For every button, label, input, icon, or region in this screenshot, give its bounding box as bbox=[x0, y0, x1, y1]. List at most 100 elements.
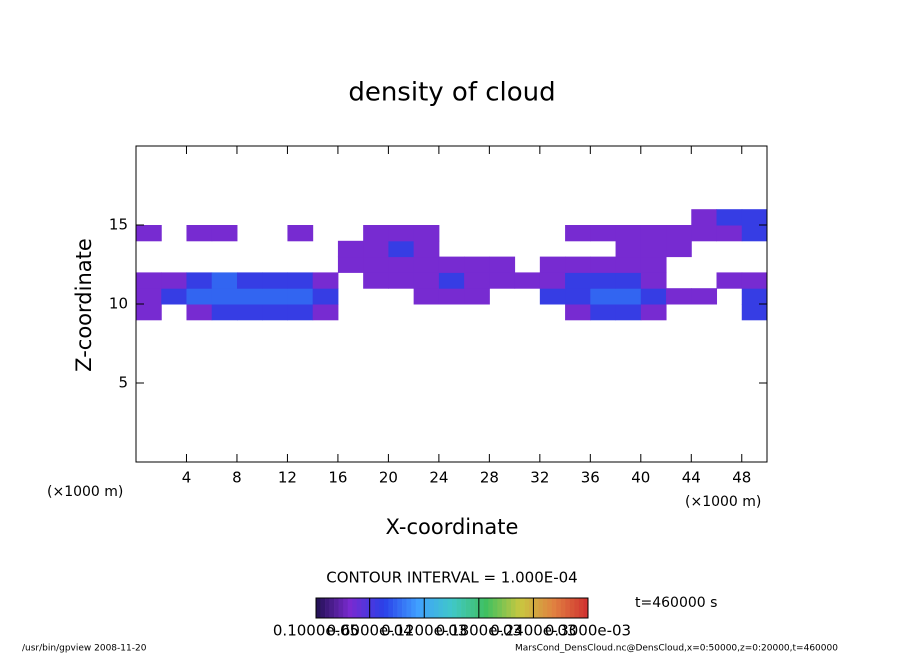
colorbar-tick-label: 0.2400e-03 bbox=[490, 622, 576, 640]
x-tick-label: 4 bbox=[182, 469, 192, 487]
colorbar-swatch bbox=[352, 598, 358, 618]
colorbar-swatch bbox=[325, 598, 330, 618]
colorbar-swatch bbox=[529, 598, 534, 618]
x-tick-label: 48 bbox=[732, 469, 751, 487]
colorbar-swatch bbox=[316, 598, 321, 618]
heat-cell bbox=[590, 225, 617, 242]
footer-left: /usr/bin/gpview 2008-11-20 bbox=[22, 644, 147, 654]
colorbar-swatch bbox=[574, 598, 580, 618]
colorbar-swatch bbox=[393, 598, 398, 618]
colorbar-swatch bbox=[356, 598, 362, 618]
heat-cell bbox=[741, 272, 768, 289]
colorbar-swatch bbox=[447, 598, 453, 618]
heat-cell bbox=[211, 225, 238, 242]
y-unit: (×1000 m) bbox=[47, 484, 123, 500]
colorbar-tick-label: 0.6000e-04 bbox=[327, 622, 413, 640]
x-axis-label: X-coordinate bbox=[386, 515, 519, 539]
x-tick-label: 8 bbox=[232, 469, 242, 487]
heat-cell bbox=[666, 288, 692, 305]
heat-cell bbox=[312, 288, 339, 305]
colorbar-swatch bbox=[433, 598, 439, 618]
heat-cell bbox=[312, 304, 339, 321]
heat-cell bbox=[716, 225, 743, 242]
x-tick-label: 24 bbox=[429, 469, 448, 487]
heat-cell bbox=[590, 256, 617, 273]
colorbar-swatch bbox=[343, 598, 349, 618]
footer-right: MarsCond_DensCloud.nc@DensCloud,x=0:5000… bbox=[515, 644, 838, 654]
colorbar-swatch bbox=[547, 598, 553, 618]
colorbar-swatch bbox=[474, 598, 480, 618]
heat-cell bbox=[363, 225, 389, 242]
heat-cell bbox=[186, 288, 213, 305]
colorbar-swatch bbox=[551, 598, 557, 618]
heat-cell bbox=[615, 304, 642, 321]
heat-cell bbox=[565, 304, 591, 321]
heat-cell bbox=[741, 209, 768, 226]
colorbar-tick-label: 0.1200e-03 bbox=[381, 622, 467, 640]
heat-cell bbox=[464, 288, 490, 305]
heat-cell bbox=[312, 272, 339, 289]
colorbar-swatch bbox=[569, 598, 575, 618]
heat-cell bbox=[287, 272, 314, 289]
colorbar-swatch bbox=[538, 598, 543, 618]
heat-cell bbox=[539, 288, 566, 305]
colorbar-swatch bbox=[424, 598, 430, 618]
y-tick-label: 10 bbox=[109, 295, 128, 313]
heat-cell bbox=[640, 240, 667, 258]
contour-interval: CONTOUR INTERVAL = 1.000E-04 bbox=[326, 569, 577, 587]
heat-cell bbox=[413, 288, 440, 305]
colorbar-swatch bbox=[524, 598, 530, 618]
heat-cell bbox=[741, 304, 768, 321]
colorbar-swatch bbox=[334, 598, 339, 618]
heat-cell bbox=[413, 225, 440, 242]
colorbar-swatch bbox=[456, 598, 462, 618]
heat-cell bbox=[640, 272, 667, 289]
heat-cell bbox=[211, 272, 238, 289]
heat-cell bbox=[565, 288, 591, 305]
heat-cell bbox=[640, 288, 667, 305]
colorbar-swatch bbox=[465, 598, 471, 618]
heat-cell bbox=[716, 209, 743, 226]
heat-cell bbox=[388, 256, 415, 273]
colorbar-swatch bbox=[565, 598, 571, 618]
colorbar-swatch bbox=[429, 598, 435, 618]
heat-cell bbox=[615, 256, 642, 273]
colorbar-swatch bbox=[556, 598, 562, 618]
colorbar-swatch bbox=[370, 598, 376, 618]
heat-cell bbox=[691, 288, 718, 305]
colorbar-swatch bbox=[379, 598, 385, 618]
heat-cell bbox=[565, 225, 591, 242]
heat-cell bbox=[640, 256, 667, 273]
heat-cell bbox=[565, 256, 591, 273]
heat-cell bbox=[186, 272, 213, 289]
heat-cell bbox=[615, 288, 642, 305]
heat-cell bbox=[388, 272, 415, 289]
colorbar-swatch bbox=[497, 598, 503, 618]
heat-cell bbox=[136, 304, 162, 321]
colorbar-swatch bbox=[533, 598, 539, 618]
heat-cell bbox=[262, 288, 288, 305]
colorbar-swatch bbox=[506, 598, 512, 618]
heat-cell bbox=[186, 225, 213, 242]
x-tick-label: 40 bbox=[631, 469, 650, 487]
colorbar-tick-label: 0.3000e-03 bbox=[545, 622, 631, 640]
heat-cell bbox=[363, 240, 389, 258]
colorbar-swatch bbox=[388, 598, 394, 618]
colorbar-swatch bbox=[420, 598, 426, 618]
heat-cell bbox=[489, 256, 516, 273]
heat-cell bbox=[615, 240, 642, 258]
heat-cell bbox=[388, 240, 415, 258]
heat-cell bbox=[666, 225, 692, 242]
colorbar-swatch bbox=[470, 598, 475, 618]
colorbar-swatch bbox=[510, 598, 516, 618]
heat-cell bbox=[741, 225, 768, 242]
colorbar-swatch bbox=[492, 598, 498, 618]
heat-cell bbox=[363, 256, 389, 273]
heat-cell bbox=[615, 225, 642, 242]
heat-cell bbox=[691, 209, 718, 226]
heat-cell bbox=[262, 304, 288, 321]
colorbar-swatch bbox=[406, 598, 412, 618]
colorbar-swatch bbox=[397, 598, 403, 618]
x-unit: (×1000 m) bbox=[685, 494, 761, 510]
x-tick-label: 16 bbox=[328, 469, 347, 487]
